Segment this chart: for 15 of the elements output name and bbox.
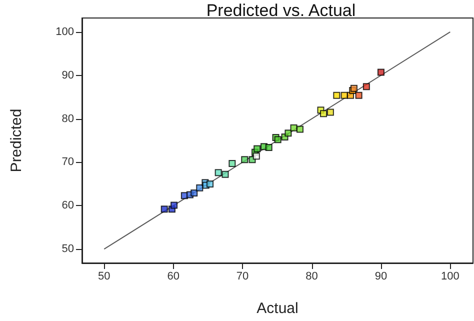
y-tick-label: 60 — [62, 200, 74, 212]
y-tick-label: 90 — [62, 69, 74, 82]
x-axis-title: Actual — [256, 300, 298, 317]
x-tick-label: 90 — [374, 270, 388, 282]
y-axis-title: Predicted — [8, 108, 25, 172]
x-tick-label: 50 — [98, 270, 110, 282]
x-tick-label: 70 — [236, 270, 249, 282]
chart-title: Predicted vs. Actual — [206, 1, 356, 20]
y-tick-label: 80 — [62, 112, 74, 125]
x-tick-label: 80 — [306, 270, 318, 282]
y-tick-label: 70 — [62, 156, 74, 168]
y-tick-label: 100 — [56, 26, 74, 38]
x-tick-label: 100 — [440, 270, 460, 282]
y-tick-label: 50 — [62, 243, 74, 256]
x-tick-label: 60 — [167, 270, 180, 282]
